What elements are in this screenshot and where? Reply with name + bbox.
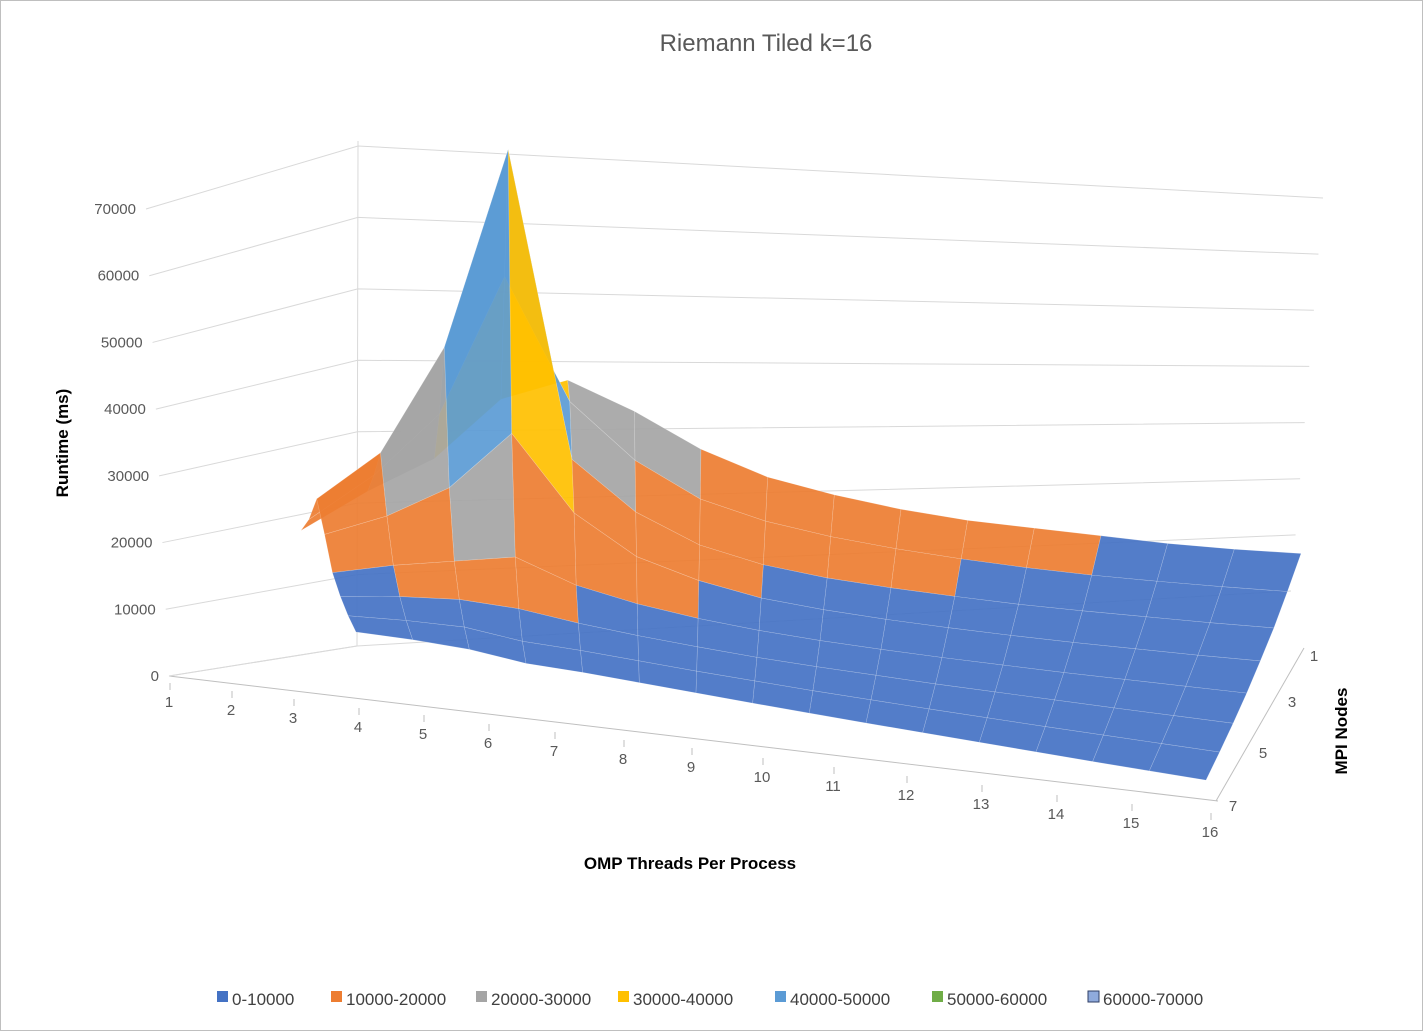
x-tick-label: 2 [227, 702, 235, 719]
surface-patch [1091, 535, 1169, 582]
legend-swatch [1087, 990, 1100, 1003]
z-axis-ticks: 1 3 5 7 [1229, 648, 1318, 815]
y-tick-label: 20000 [111, 535, 153, 552]
z-axis-line [1215, 647, 1305, 802]
legend-label: 20000-30000 [491, 990, 591, 1009]
surface-patch [1135, 616, 1211, 656]
surface-patch [1197, 622, 1275, 662]
legend-label: 60000-70000 [1103, 990, 1203, 1009]
surface-patch [1148, 743, 1221, 781]
surface-patch [1156, 543, 1235, 588]
y-gridline [155, 359, 1310, 410]
surface-patch [1209, 586, 1288, 629]
axes [168, 645, 1305, 802]
z-tick-label: 1 [1310, 648, 1318, 665]
surface-patch [444, 149, 513, 489]
legend-swatch [932, 991, 943, 1002]
legend-item: 10000-20000 [331, 990, 446, 1009]
y-axis-title: Runtime (ms) [53, 389, 72, 498]
legend-item: 50000-60000 [932, 990, 1047, 1009]
legend-item: 0-10000 [217, 990, 294, 1009]
legend-swatch [476, 991, 487, 1002]
legend-item: 20000-30000 [476, 990, 591, 1009]
legend-item: 40000-50000 [775, 990, 890, 1009]
x-tick-label: 1 [165, 694, 173, 711]
z-tick-label: 7 [1229, 798, 1237, 815]
x-tick-label: 10 [754, 769, 771, 786]
legend-label: 0-10000 [232, 990, 294, 1009]
legend-swatch [217, 991, 228, 1002]
surface-patch [1018, 567, 1093, 612]
legend-swatch [618, 991, 629, 1002]
x-tick-label: 5 [419, 726, 427, 743]
legend-label: 50000-60000 [947, 990, 1047, 1009]
surface-patch [393, 560, 460, 600]
x-tick-label: 13 [973, 796, 990, 813]
surface-patch [1072, 610, 1147, 650]
z-tick-label: 5 [1259, 745, 1267, 762]
x-tick-label: 14 [1048, 806, 1065, 823]
x-tick-label: 3 [289, 710, 297, 727]
legend-label: 30000-40000 [633, 990, 733, 1009]
legend: 0-10000 10000-20000 20000-30000 30000-40000… [217, 990, 1203, 1009]
z-tick-label: 3 [1288, 694, 1296, 711]
legend-item: 60000-70000 [1087, 990, 1203, 1009]
surface-patch [1082, 574, 1158, 618]
legend-swatch [775, 991, 786, 1002]
legend-label: 10000-20000 [346, 990, 446, 1009]
x-tick-label: 15 [1123, 815, 1140, 832]
y-gridline [152, 288, 1314, 343]
y-tick-label: 40000 [104, 401, 146, 418]
x-tick-label: 12 [898, 787, 915, 804]
x-tick-label: 11 [825, 778, 841, 795]
x-tick-label: 6 [484, 735, 492, 752]
y-gridline [145, 145, 1324, 210]
x-axis-line [168, 675, 1219, 802]
y-tick-label: 10000 [114, 601, 156, 618]
surface-patch [1145, 580, 1223, 624]
y-tick-label: 30000 [107, 468, 149, 485]
left-floor-line [168, 645, 358, 677]
surface-patch [1221, 548, 1302, 592]
legend-label: 40000-50000 [790, 990, 890, 1009]
legend-item: 30000-40000 [618, 990, 733, 1009]
x-tick-label: 9 [687, 759, 695, 776]
legend-swatch [331, 991, 342, 1002]
y-tick-label: 0 [151, 668, 159, 685]
y-axis-ticks: 0 10000 20000 30000 40000 50000 60000 70000 [94, 201, 159, 685]
surface [300, 149, 1302, 781]
x-tick-label: 4 [354, 719, 362, 736]
y-tick-label: 50000 [101, 334, 143, 351]
y-tick-label: 70000 [94, 201, 136, 218]
y-tick-label: 60000 [98, 268, 140, 285]
x-tick-label: 7 [550, 743, 558, 760]
z-axis-title: MPI Nodes [1332, 688, 1351, 775]
chart-title: Riemann Tiled k=16 [660, 30, 873, 57]
surface-patch [1026, 527, 1102, 576]
x-axis-title: OMP Threads Per Process [584, 854, 796, 873]
x-tick-label: 8 [619, 751, 627, 768]
x-tick-label: 16 [1202, 824, 1219, 841]
y-gridline [149, 216, 1319, 277]
